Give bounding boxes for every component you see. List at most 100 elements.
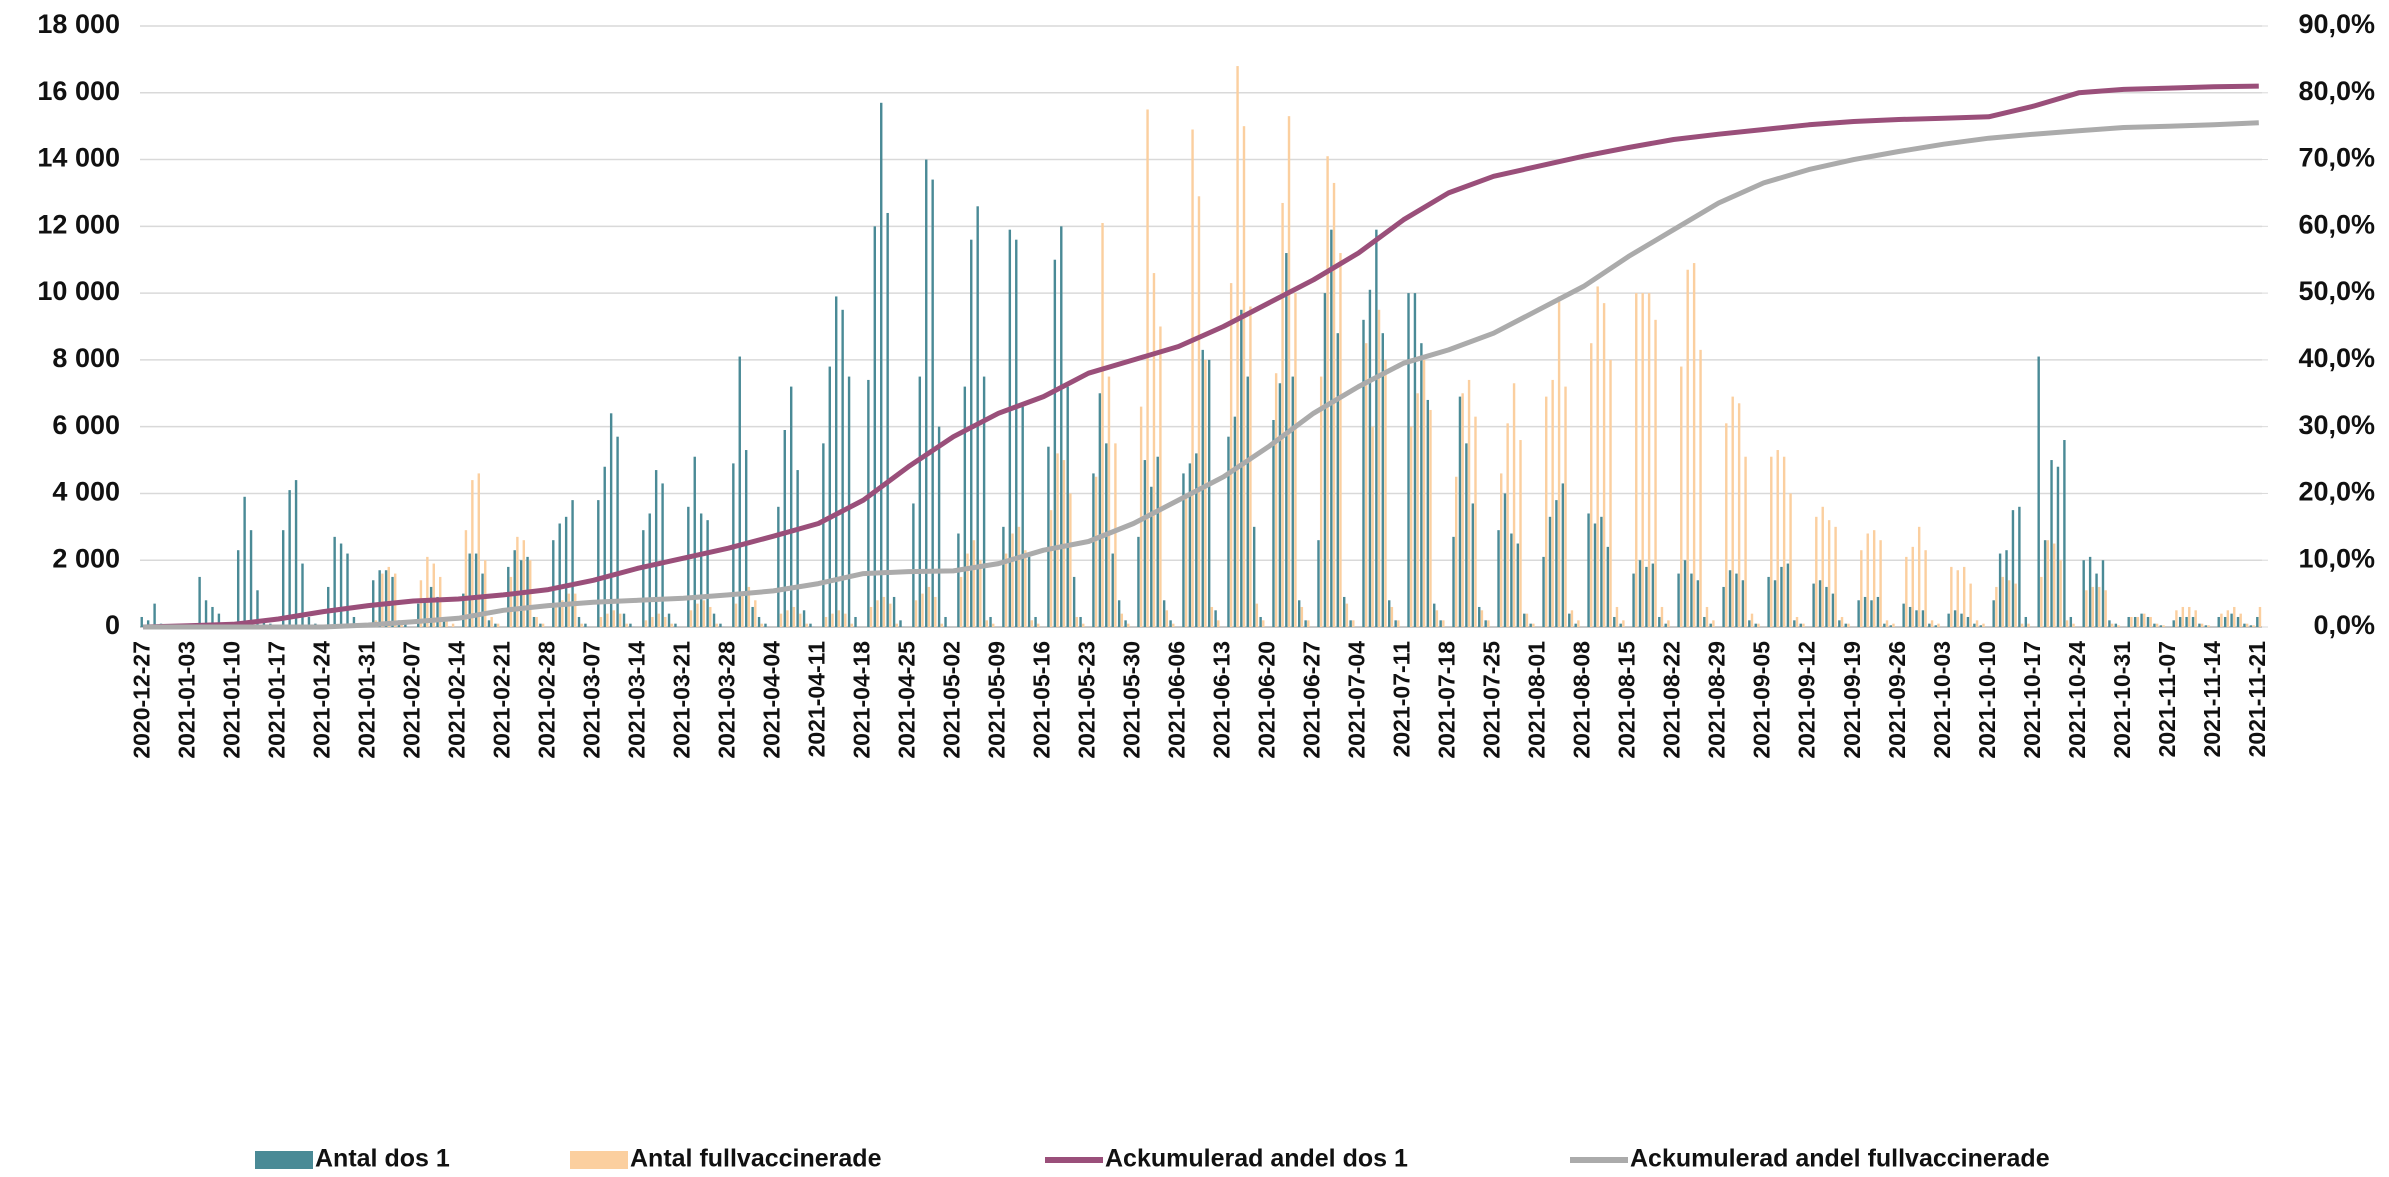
bar	[1169, 620, 1172, 627]
bar	[1371, 426, 1374, 627]
x-tick-label: 2021-04-04	[758, 641, 784, 759]
bar	[387, 566, 390, 627]
bar	[2085, 590, 2088, 627]
bar	[1930, 620, 1934, 627]
bar	[1966, 616, 1970, 627]
bar	[2059, 560, 2062, 627]
bar	[1741, 580, 1745, 627]
bar	[1908, 606, 1912, 627]
bar	[1844, 623, 1847, 627]
bar	[464, 530, 468, 627]
bar	[1510, 533, 1513, 627]
bar	[1872, 530, 1876, 627]
bar	[2198, 623, 2201, 627]
bar	[1863, 596, 1867, 627]
line	[143, 120, 2259, 630]
bar	[1188, 463, 1192, 627]
bar	[1793, 620, 1796, 627]
bar	[2194, 610, 2197, 627]
legend-label: Ackumulerad andel fullvaccinerade	[1630, 1145, 2050, 1173]
x-tick-label: 2021-10-31	[2109, 641, 2135, 759]
y2-tick-label: 30,0%	[2298, 410, 2375, 440]
bar	[1362, 319, 1365, 627]
bar	[1658, 616, 1661, 627]
bar	[2185, 616, 2188, 627]
bar	[1420, 343, 1423, 627]
bar	[554, 606, 558, 627]
x-tick-label: 2021-11-14	[2199, 641, 2225, 758]
y-tick-label: 10 000	[37, 276, 120, 306]
bar	[657, 613, 661, 627]
bar	[2127, 616, 2130, 627]
bar	[1555, 500, 1558, 627]
bar	[468, 553, 471, 627]
bar	[2153, 623, 2156, 627]
bar	[1917, 526, 1921, 627]
bar	[831, 613, 834, 627]
bar	[2040, 576, 2043, 627]
bar	[2204, 625, 2208, 627]
x-tick-label: 2021-06-13	[1209, 641, 1235, 759]
bar	[963, 386, 967, 627]
bar	[1152, 273, 1156, 627]
bar	[622, 613, 626, 627]
bar	[1117, 600, 1121, 627]
bar	[1375, 229, 1378, 627]
bar	[1143, 460, 1147, 627]
bar	[612, 610, 616, 627]
bar	[1982, 623, 1985, 627]
bar	[1915, 610, 1918, 627]
bar	[2072, 623, 2075, 627]
bar	[644, 620, 648, 627]
bar	[1069, 493, 1072, 627]
bar	[2046, 540, 2049, 627]
bar	[976, 206, 979, 628]
x-tick-label: 2021-03-21	[668, 641, 694, 759]
bar	[1905, 556, 1908, 627]
bar	[850, 623, 853, 627]
bar	[1195, 453, 1198, 627]
bar	[664, 616, 667, 627]
bar	[1632, 573, 1635, 627]
bar	[809, 623, 812, 627]
x-tick-label: 2021-05-30	[1119, 641, 1145, 759]
bar	[153, 603, 156, 627]
bar	[1860, 550, 1863, 627]
bar	[744, 450, 748, 627]
bar	[1934, 625, 1938, 627]
x-tick-label: 2021-11-07	[2154, 641, 2180, 757]
bar	[1641, 293, 1644, 627]
bar	[2159, 625, 2163, 627]
bar	[1561, 483, 1565, 627]
bar	[2104, 590, 2107, 627]
bar	[1480, 610, 1484, 627]
y-tick-label: 0	[105, 610, 120, 640]
bar	[1021, 406, 1024, 627]
bar	[484, 560, 487, 627]
bar	[1754, 623, 1757, 627]
bar	[1570, 610, 1574, 627]
bar	[1011, 533, 1014, 627]
bar	[2101, 560, 2105, 627]
bar	[1593, 523, 1597, 627]
bar	[400, 623, 403, 627]
bar	[1638, 560, 1642, 627]
bar	[1782, 456, 1786, 627]
bar	[760, 623, 763, 627]
bar	[1210, 606, 1214, 627]
bar	[1060, 226, 1063, 628]
bar	[625, 623, 628, 627]
bar	[914, 600, 918, 627]
bar	[1602, 303, 1606, 627]
y2-tick-label: 90,0%	[2298, 9, 2375, 39]
bar	[2136, 616, 2140, 627]
legend-swatch	[255, 1151, 313, 1169]
bar	[1683, 560, 1687, 627]
x-tick-label: 2021-03-28	[713, 641, 739, 759]
bar	[1349, 620, 1352, 627]
bar	[1214, 610, 1217, 627]
bar	[477, 473, 481, 627]
x-tick-label: 2021-01-31	[353, 641, 379, 759]
y2-tick-label: 50,0%	[2298, 276, 2375, 306]
